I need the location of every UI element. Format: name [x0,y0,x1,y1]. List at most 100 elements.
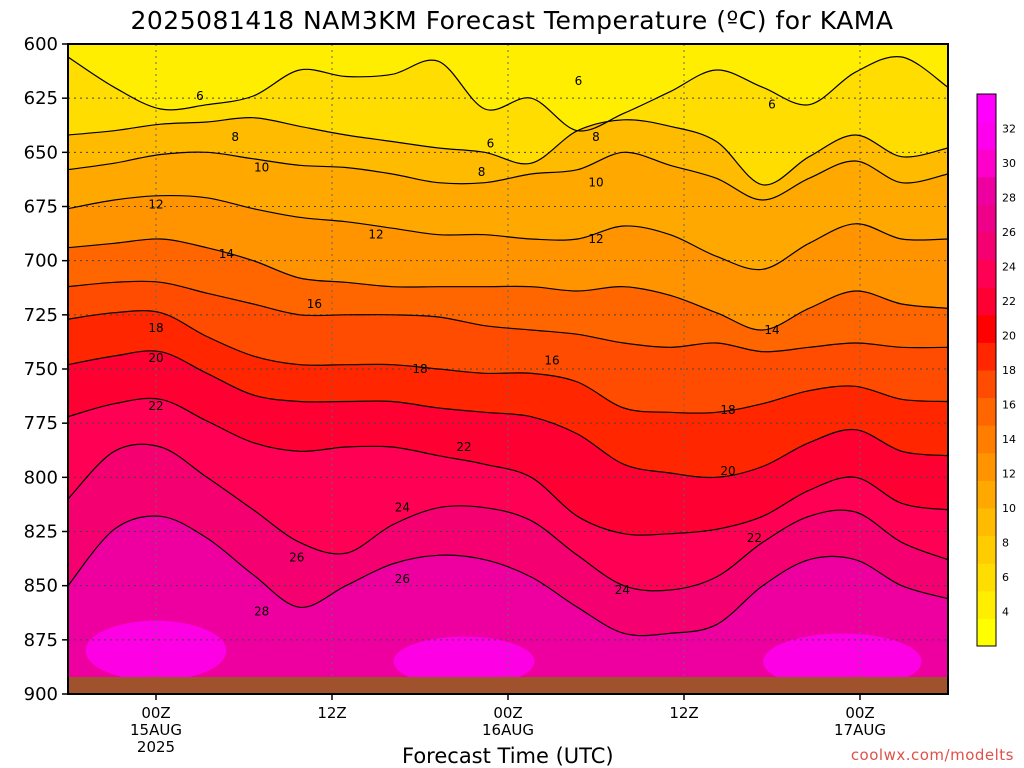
colorbar-tick: 18 [1002,364,1016,377]
colorbar-tick: 24 [1002,261,1016,274]
x-tick-label: 12Z [669,704,698,722]
contour-label: 6 [487,137,495,151]
contour-label: 12 [368,228,383,242]
contour-label: 18 [148,321,163,335]
colorbar-swatch [977,287,996,316]
colorbar-swatch [977,563,996,592]
colorbar-swatch [977,480,996,509]
contour-label: 28 [254,605,269,619]
contour-label: 20 [720,464,735,478]
colorbar-tick: 32 [1002,123,1016,136]
y-tick-label: 600 [24,34,58,55]
isotherm-contours [68,56,948,637]
colorbar-swatch [977,149,996,178]
contour-labels: 6810121416182022121822242626286868101216… [148,74,779,619]
x-tick-label: 00Z [493,704,522,722]
terrain [68,677,948,694]
contour-label: 14 [219,247,234,261]
colorbar-swatch [977,176,996,205]
colorbar-swatch [977,397,996,426]
colorbar-tick: 20 [1002,330,1016,343]
contour-label: 8 [478,165,486,179]
contour-label: 10 [254,161,269,175]
contour-18 [68,310,948,414]
y-tick-label: 875 [24,630,58,651]
contour-24 [68,443,948,592]
colorbar-tick: 28 [1002,192,1016,205]
colorbar-swatch [977,259,996,288]
colorbar-swatch [977,452,996,481]
y-tick-label: 800 [24,467,58,488]
x-tick-label: 00Z [845,704,874,722]
colorbar-swatch [977,94,996,123]
contour-10 [68,151,948,201]
colorbar-tick: 8 [1002,537,1009,550]
colorbar-swatch [977,535,996,564]
contour-label: 22 [747,531,762,545]
colorbar-swatch [977,121,996,150]
contour-20 [68,350,948,479]
colorbar-tick: 30 [1002,157,1016,170]
x-tick-label: 12Z [317,704,346,722]
colorbar-tick: 26 [1002,226,1016,239]
colorbar-tick: 6 [1002,571,1009,584]
colorbar-swatch [977,342,996,371]
y-tick-label: 900 [24,684,58,705]
contour-22 [68,397,948,536]
y-axis: 600 625 650 675 700 725 750 775 800 825 850 875 900 [24,34,68,705]
y-tick-label: 850 [24,576,58,597]
contour-label: 16 [544,353,559,367]
contour-label: 26 [395,572,410,586]
colorbar-swatch [977,508,996,537]
x-tick-label: 15AUG [130,721,182,739]
contour-12 [68,194,948,271]
y-tick-label: 700 [24,251,58,272]
colorbar-swatch [977,370,996,399]
colorbar-tick: 16 [1002,399,1016,412]
y-tick-label: 675 [24,197,58,218]
contour-6 [68,56,948,132]
x-tick-label: 00Z [141,704,170,722]
contour-label: 18 [720,403,735,417]
contour-16 [68,280,948,353]
colorbar-swatch [977,204,996,233]
contour-label: 16 [307,297,322,311]
contour-label: 14 [764,323,779,337]
colorbar-tick: 10 [1002,502,1016,515]
contour-26 [68,515,948,637]
contour-label: 10 [588,176,603,190]
colorbar-swatch [977,314,996,343]
colorbar-tick: 12 [1002,468,1016,481]
colorbar-swatch [977,590,996,619]
contour-14 [68,238,948,331]
y-tick-label: 625 [24,88,58,109]
band-26 [68,515,948,694]
colorbar-tick: 4 [1002,606,1009,619]
warm-core-2 [763,633,922,690]
colorbar-swatch [977,618,996,647]
contour-label: 6 [768,98,776,112]
contour-label: 24 [395,501,410,515]
warm-core-1 [393,636,535,687]
chart-title: 2025081418 NAM3KM Forecast Temperature (… [130,6,894,35]
x-tick-label: 17AUG [834,721,886,739]
y-tick-label: 825 [24,522,58,543]
y-tick-label: 725 [24,305,58,326]
contour-label: 8 [231,130,239,144]
contour-label: 26 [289,551,304,565]
contour-label: 6 [575,74,583,88]
contour-label: 12 [588,232,603,246]
contour-label: 20 [148,351,163,365]
colorbar-tick: 14 [1002,433,1016,446]
y-tick-label: 750 [24,359,58,380]
credit-link[interactable]: coolwx.com/modelts [850,746,1014,764]
x-tick-label: 16AUG [482,721,534,739]
colorbar-swatch [977,232,996,261]
contour-label: 22 [456,440,471,454]
contour-label: 24 [615,583,630,597]
y-tick-label: 650 [24,142,58,163]
colorbar-tick: 22 [1002,295,1016,308]
colorbar-swatch [977,425,996,454]
